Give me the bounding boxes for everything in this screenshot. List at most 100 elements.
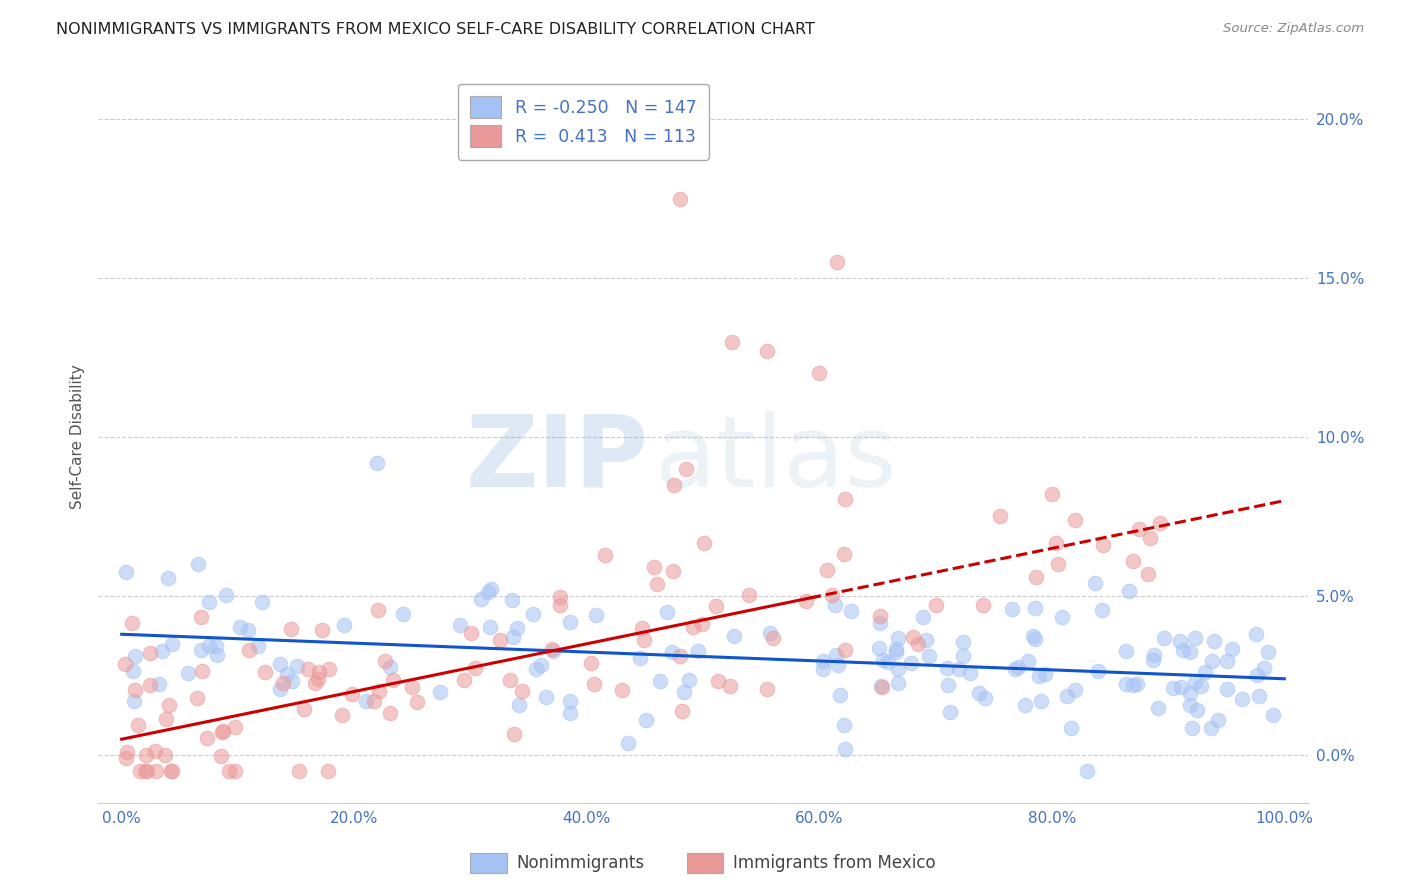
Legend: Nonimmigrants, Immigrants from Mexico: Nonimmigrants, Immigrants from Mexico [464, 847, 942, 880]
Point [1194, 665, 1216, 680]
Point [506, 621, 529, 635]
Point [948, 662, 970, 676]
Point [342, 687, 364, 701]
Point [186, 690, 208, 705]
Point [1201, 654, 1223, 668]
Point [499, 673, 522, 687]
Point [1033, 666, 1056, 681]
Point [134, 764, 156, 778]
Point [236, 623, 259, 637]
Point [366, 456, 388, 470]
Point [224, 764, 246, 778]
Point [478, 620, 501, 634]
Point [273, 676, 295, 690]
Point [1118, 584, 1140, 599]
Point [974, 691, 997, 706]
Point [811, 654, 834, 668]
Point [1168, 634, 1191, 648]
Point [155, 712, 177, 726]
Point [912, 609, 935, 624]
Point [401, 681, 423, 695]
Point [558, 706, 581, 720]
Point [253, 665, 276, 680]
Point [148, 676, 170, 690]
Point [821, 588, 844, 602]
Point [190, 642, 212, 657]
Point [374, 654, 396, 668]
Point [811, 661, 834, 675]
Point [832, 718, 855, 732]
Point [907, 637, 929, 651]
Point [917, 649, 939, 664]
Point [209, 749, 232, 764]
Point [832, 547, 855, 561]
Point [316, 764, 339, 778]
Point [671, 704, 693, 718]
Point [145, 764, 167, 778]
Point [501, 593, 523, 607]
Point [269, 681, 291, 696]
Point [582, 677, 605, 691]
Point [869, 616, 891, 631]
Point [311, 624, 333, 638]
Point [318, 662, 340, 676]
Point [139, 646, 162, 660]
Point [153, 747, 176, 762]
Y-axis label: Self-Care Disability: Self-Care Disability [69, 365, 84, 509]
Point [657, 605, 679, 619]
Point [477, 585, 499, 599]
Point [824, 598, 846, 612]
Point [579, 656, 602, 670]
Point [808, 367, 831, 381]
Point [470, 591, 492, 606]
Point [935, 661, 957, 675]
Point [187, 558, 209, 572]
Point [541, 643, 564, 657]
Point [617, 736, 640, 750]
Point [901, 630, 924, 644]
Point [308, 665, 330, 680]
Point [160, 764, 183, 778]
Text: Source: ZipAtlas.com: Source: ZipAtlas.com [1223, 22, 1364, 36]
Point [593, 548, 616, 562]
Point [1087, 664, 1109, 678]
Point [1084, 576, 1107, 591]
Point [925, 598, 948, 612]
Point [215, 588, 238, 602]
Point [718, 679, 741, 693]
Point [304, 675, 326, 690]
Point [1014, 698, 1036, 712]
Point [870, 680, 893, 694]
Point [1178, 698, 1201, 712]
Point [876, 655, 898, 669]
Point [1246, 667, 1268, 681]
Point [380, 660, 402, 674]
Point [157, 571, 180, 585]
Point [721, 334, 744, 349]
Point [1064, 682, 1087, 697]
Point [936, 678, 959, 692]
Point [887, 631, 910, 645]
Point [524, 662, 547, 676]
Point [354, 694, 377, 708]
Point [368, 684, 391, 698]
Point [276, 667, 298, 681]
Point [834, 492, 856, 507]
Point [1253, 661, 1275, 675]
Point [381, 673, 404, 688]
Point [678, 673, 700, 687]
Point [129, 764, 152, 778]
Point [211, 724, 233, 739]
Point [115, 750, 138, 764]
Point [1199, 721, 1222, 735]
Point [548, 598, 571, 612]
Point [224, 721, 246, 735]
Point [218, 764, 240, 778]
Point [828, 689, 851, 703]
Point [1056, 689, 1078, 703]
Point [690, 616, 713, 631]
Point [124, 683, 146, 698]
Point [738, 588, 761, 602]
Point [1142, 653, 1164, 667]
Point [1091, 603, 1114, 617]
